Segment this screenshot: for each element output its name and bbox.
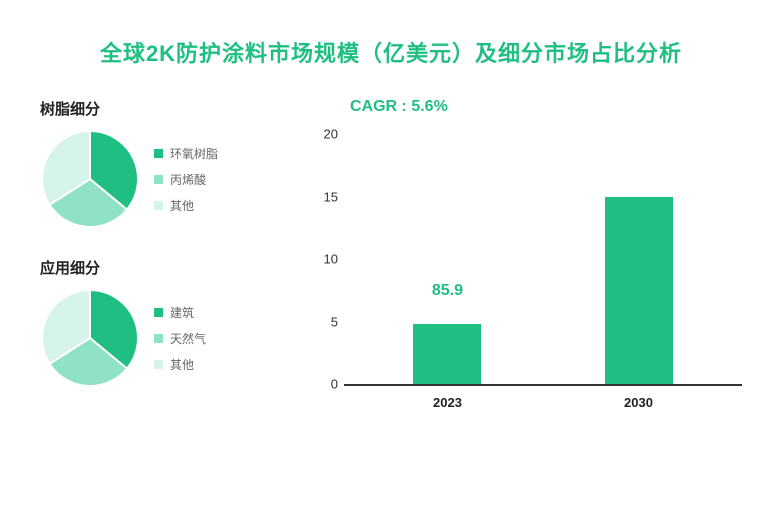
cagr-label: CAGR : 5.6% — [350, 98, 752, 116]
y-tick-label: 5 — [310, 314, 338, 329]
pie-title: 应用细分 — [40, 257, 270, 278]
legend-label: 丙烯酸 — [170, 171, 206, 188]
legend-label: 环氧树脂 — [170, 145, 218, 162]
pie-block-0: 树脂细分环氧树脂丙烯酸其他 — [40, 98, 270, 229]
pie-chart — [40, 288, 140, 388]
legend-item: 其他 — [154, 356, 206, 373]
bar — [413, 324, 481, 384]
pie-row: 环氧树脂丙烯酸其他 — [40, 129, 270, 229]
legend-item: 环氧树脂 — [154, 145, 218, 162]
legend-swatch — [154, 334, 163, 343]
legend-label: 天然气 — [170, 330, 206, 347]
bar-chart-plot: 0510152085.920232030 — [344, 134, 742, 386]
bar-value-label: 85.9 — [432, 282, 463, 300]
legend-label: 建筑 — [170, 304, 194, 321]
bar-chart: 0 5 10 15 20 85.9 2023 2030 — [310, 124, 752, 414]
y-tick-label: 15 — [310, 189, 338, 204]
legend-item: 丙烯酸 — [154, 171, 218, 188]
y-tick-label: 20 — [310, 127, 338, 142]
y-tick-label: 0 — [310, 377, 338, 392]
pie-row: 建筑天然气其他 — [40, 288, 270, 388]
legend-label: 其他 — [170, 356, 194, 373]
legend-swatch — [154, 149, 163, 158]
content-row: 树脂细分环氧树脂丙烯酸其他应用细分建筑天然气其他 CAGR : 5.6% 051… — [0, 68, 782, 416]
legend-swatch — [154, 201, 163, 210]
pie-chart — [40, 129, 140, 229]
legend-label: 其他 — [170, 197, 194, 214]
y-tick-label: 10 — [310, 252, 338, 267]
left-column: 树脂细分环氧树脂丙烯酸其他应用细分建筑天然气其他 — [40, 98, 270, 416]
legend-swatch — [154, 308, 163, 317]
x-category-label: 2030 — [624, 395, 653, 410]
pie-legend: 环氧树脂丙烯酸其他 — [154, 136, 218, 223]
legend-item: 建筑 — [154, 304, 206, 321]
legend-swatch — [154, 175, 163, 184]
legend-item: 其他 — [154, 197, 218, 214]
legend-item: 天然气 — [154, 330, 206, 347]
x-category-label: 2023 — [433, 395, 462, 410]
pie-legend: 建筑天然气其他 — [154, 295, 206, 382]
pie-block-1: 应用细分建筑天然气其他 — [40, 257, 270, 388]
bar — [605, 197, 673, 385]
right-column: CAGR : 5.6% 0 5 10 15 20 85.9 2023 2030 — [270, 98, 752, 416]
legend-swatch — [154, 360, 163, 369]
page-title: 全球2K防护涂料市场规模（亿美元）及细分市场占比分析 — [0, 0, 782, 68]
pie-title: 树脂细分 — [40, 98, 270, 119]
